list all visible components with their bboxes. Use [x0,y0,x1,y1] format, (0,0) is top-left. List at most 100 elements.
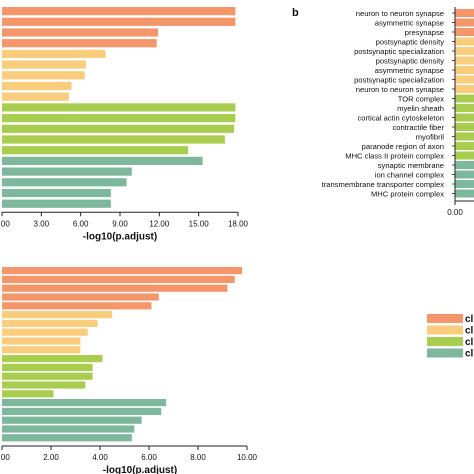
category-label: cortical actin cytoskeleton [357,114,444,123]
bar [455,28,474,36]
bar [2,7,236,16]
bar [2,167,132,176]
legend-label: cl [465,337,474,348]
bar [2,178,127,187]
bar [2,363,93,371]
bar [2,434,132,442]
legend-swatch [427,314,463,323]
bar [2,399,167,407]
bar [2,346,81,354]
category-label: paranode region of axon [362,142,444,151]
panel-a-chart: 0.00 3.00 6.00 9.00 12.00 15.00 18.00 -log10(p.… [0,7,249,242]
x-tick-label: 4.00 [92,453,108,462]
bar [455,142,474,150]
bar [2,372,93,380]
x-tick-label: 8.00 [190,453,206,462]
bar [455,180,474,188]
category-label: presynapse [405,28,444,37]
x-tick-label: 0.00 [447,208,463,217]
category-label: postsynaptic density [376,57,445,66]
category-label: neuron to neuron synapse [356,9,444,18]
bar [455,56,474,65]
bar [455,18,474,27]
x-tick-label: 2.00 [43,453,59,462]
bar [2,284,228,292]
bar [2,407,162,415]
bar [2,17,236,26]
bar [2,49,106,58]
bar [2,92,69,101]
x-tick-label: 9.00 [112,219,128,228]
x-tick-label: 3.00 [34,219,50,228]
bar [2,135,225,144]
x-tick-label: 10.00 [237,453,258,462]
x-tick-label: 0.00 [0,453,10,462]
bar [2,188,111,198]
legend-label: cl [465,314,474,325]
bar [2,146,189,155]
category-label: postsynaptic density [376,38,445,47]
category-label: ion channel complex [375,171,444,180]
category-label: myofibril [416,133,445,142]
bar [2,103,236,112]
bar [455,189,474,198]
category-label: asymmetric synapse [375,19,444,28]
bar [2,39,157,48]
bar [455,113,474,122]
bar [2,275,235,283]
bar [455,47,474,55]
bar [2,156,203,165]
bar [455,170,474,179]
bar [2,28,159,37]
bar [455,151,474,160]
bar [2,390,54,398]
bar [2,114,236,123]
legend-swatch [427,325,463,335]
bar [2,71,85,80]
category-label: neuron to neuron synapse [356,85,444,94]
bar [455,75,474,84]
x-tick-label: 6.00 [73,219,89,228]
legend-swatch [427,337,463,346]
bar [455,85,474,93]
legend-label: cl [465,326,474,337]
bar [455,37,474,46]
category-label: postsynaptic specialization [354,47,444,56]
legend-label: cl [465,349,474,360]
x-tick-label: 0.00 [0,219,10,228]
bar [2,337,81,345]
bar [2,425,135,433]
x-tick-label: 6.00 [141,453,157,462]
x-tick-label: 15.00 [189,219,210,228]
category-label: MHC class II protein complex [345,152,444,161]
bar [455,132,474,141]
category-label: TOR complex [398,95,444,104]
x-tick-label: 18.00 [228,219,249,228]
category-label: myelin sheath [397,104,444,113]
bar [2,355,103,363]
x-axis-title: -log10(p.adjust) [83,231,157,242]
x-axis-title: -log10(p.adjust) [103,465,177,474]
bar [455,9,474,17]
bar [455,104,474,112]
bar [2,328,88,336]
category-label: contractile fiber [393,123,445,132]
category-label: asymmetric synapse [375,66,444,75]
bar [455,161,474,169]
bar [2,267,243,275]
x-tick-label: 12.00 [149,219,170,228]
bar [2,124,235,133]
bar [2,319,98,327]
bar [2,293,159,301]
bar [455,123,474,131]
category-label: synaptic membrane [378,161,444,170]
category-label: postsynaptic specialization [354,76,444,85]
bar [2,81,72,91]
panel-label: b [292,7,299,19]
bar [2,311,113,319]
bar [455,94,474,103]
bar [2,60,86,69]
